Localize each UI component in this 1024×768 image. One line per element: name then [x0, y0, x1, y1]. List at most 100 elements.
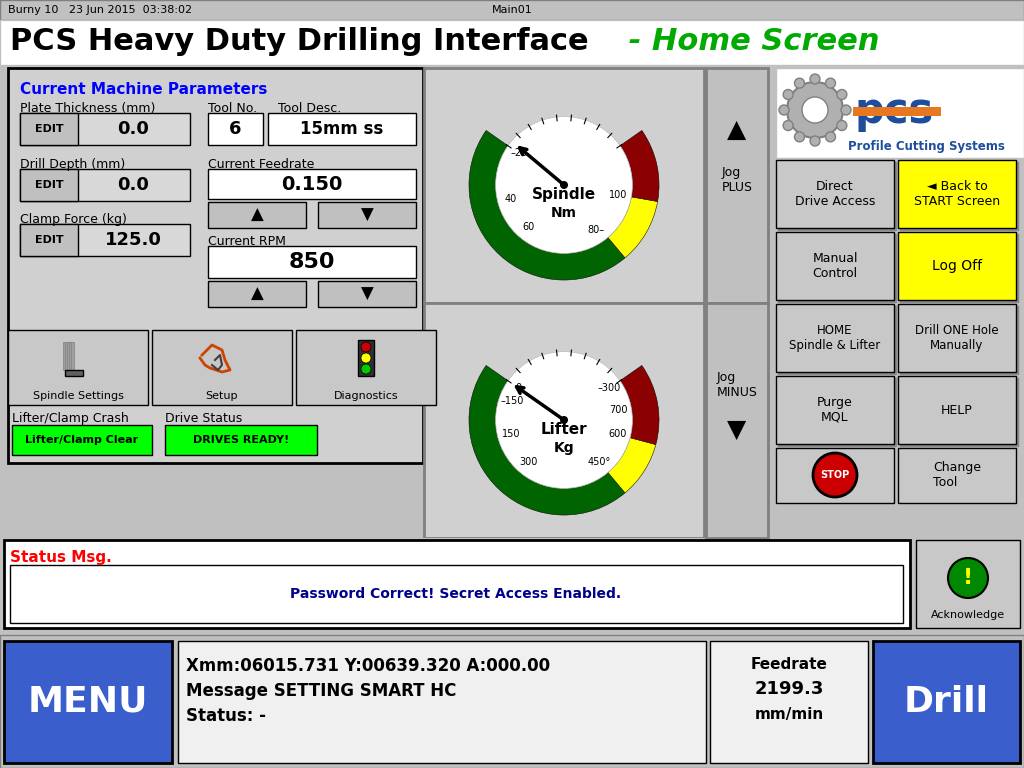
Circle shape [802, 97, 828, 123]
Text: Feedrate: Feedrate [751, 657, 827, 672]
Text: 0.0: 0.0 [117, 120, 148, 138]
Text: !: ! [963, 568, 973, 588]
Text: MENU: MENU [28, 685, 148, 719]
Bar [65, 370, 83, 376]
Text: 700: 700 [609, 406, 628, 415]
Text: Kg: Kg [554, 441, 574, 455]
Wedge shape [469, 131, 659, 280]
Text: 450°: 450° [588, 457, 611, 467]
Text: Nm: Nm [551, 206, 577, 220]
Bar [165, 425, 317, 455]
Bar [424, 303, 705, 538]
Wedge shape [620, 366, 659, 445]
Text: Profile Cutting Systems: Profile Cutting Systems [848, 140, 1005, 153]
Bar [20, 169, 190, 201]
Bar [778, 306, 896, 374]
Text: Current Feedrate: Current Feedrate [208, 158, 314, 171]
Bar [898, 304, 1016, 372]
Text: Drill ONE Hole
Manually: Drill ONE Hole Manually [915, 324, 998, 352]
Circle shape [779, 105, 790, 115]
Text: Drill: Drill [903, 685, 988, 719]
Text: EDIT: EDIT [35, 124, 63, 134]
Text: 300: 300 [519, 457, 538, 467]
Bar [0, 0, 1024, 20]
Bar [776, 304, 894, 372]
Bar [152, 330, 292, 405]
Bar [20, 169, 78, 201]
Text: Log Off: Log Off [932, 259, 982, 273]
Bar [208, 281, 306, 307]
Text: Setup: Setup [206, 391, 239, 401]
Text: STOP: STOP [820, 470, 850, 480]
Circle shape [361, 364, 371, 374]
Text: Xmm:06015.731 Y:00639.320 A:000.00: Xmm:06015.731 Y:00639.320 A:000.00 [186, 657, 550, 675]
Bar [178, 641, 706, 763]
Bar [900, 378, 1018, 446]
Text: 15mm ss: 15mm ss [300, 120, 384, 138]
Text: Jog
MINUS: Jog MINUS [717, 371, 758, 399]
Bar [776, 232, 894, 300]
Text: ▲: ▲ [251, 206, 263, 224]
Bar [69, 342, 72, 370]
Bar [710, 641, 868, 763]
Bar [0, 20, 1024, 65]
Text: ▼: ▼ [360, 285, 374, 303]
Text: Lifter: Lifter [541, 422, 588, 438]
Text: 40: 40 [505, 194, 517, 204]
Text: Lifter/Clamp Crash: Lifter/Clamp Crash [12, 412, 129, 425]
Bar [916, 540, 1020, 628]
Text: Status Msg.: Status Msg. [10, 550, 112, 565]
Bar [318, 202, 416, 228]
Bar [778, 378, 896, 446]
Wedge shape [469, 366, 625, 515]
Bar [268, 113, 416, 145]
Circle shape [810, 74, 820, 84]
Bar [4, 540, 910, 628]
Circle shape [810, 136, 820, 146]
Bar [208, 113, 263, 145]
Text: Jog
PLUS: Jog PLUS [722, 166, 753, 194]
Text: Drill Depth (mm): Drill Depth (mm) [20, 158, 125, 171]
Bar [208, 202, 306, 228]
Text: ▲: ▲ [727, 118, 746, 142]
Wedge shape [469, 131, 625, 280]
Text: ▲: ▲ [251, 285, 263, 303]
Bar [900, 234, 1018, 302]
Text: Spindle: Spindle [531, 187, 596, 203]
Circle shape [361, 342, 371, 352]
Text: mm/min: mm/min [755, 707, 823, 722]
Text: Diagnostics: Diagnostics [334, 391, 398, 401]
Text: 100: 100 [609, 190, 628, 200]
Text: Burny 10   23 Jun 2015  03:38:02: Burny 10 23 Jun 2015 03:38:02 [8, 5, 193, 15]
Circle shape [837, 121, 847, 131]
Bar [424, 68, 705, 303]
Text: Plate Thickness (mm): Plate Thickness (mm) [20, 102, 156, 115]
Circle shape [841, 105, 851, 115]
Text: ▼: ▼ [360, 206, 374, 224]
Text: Lifter/Clamp Clear: Lifter/Clamp Clear [26, 435, 138, 445]
Bar [0, 65, 1024, 630]
Bar [873, 641, 1020, 763]
Circle shape [361, 353, 371, 363]
Text: Drive Status: Drive Status [165, 412, 243, 425]
Text: EDIT: EDIT [35, 180, 63, 190]
Bar [318, 281, 416, 307]
Text: DRIVES READY!: DRIVES READY! [193, 435, 289, 445]
Circle shape [813, 453, 857, 497]
Circle shape [783, 121, 794, 131]
Bar [900, 162, 1018, 230]
Bar [10, 565, 903, 623]
Text: HELP: HELP [941, 403, 973, 416]
Text: 80–: 80– [587, 225, 604, 235]
Bar [20, 224, 190, 256]
Text: Change
Tool: Change Tool [933, 462, 981, 489]
Bar [898, 448, 1016, 503]
Bar [8, 330, 148, 405]
Text: Password Correct! Secret Access Enabled.: Password Correct! Secret Access Enabled. [291, 587, 622, 601]
Bar [900, 306, 1018, 374]
Bar [853, 107, 941, 116]
Bar [67, 342, 70, 370]
Circle shape [948, 558, 988, 598]
Text: Clamp Force (kg): Clamp Force (kg) [20, 213, 127, 226]
Wedge shape [620, 131, 659, 201]
